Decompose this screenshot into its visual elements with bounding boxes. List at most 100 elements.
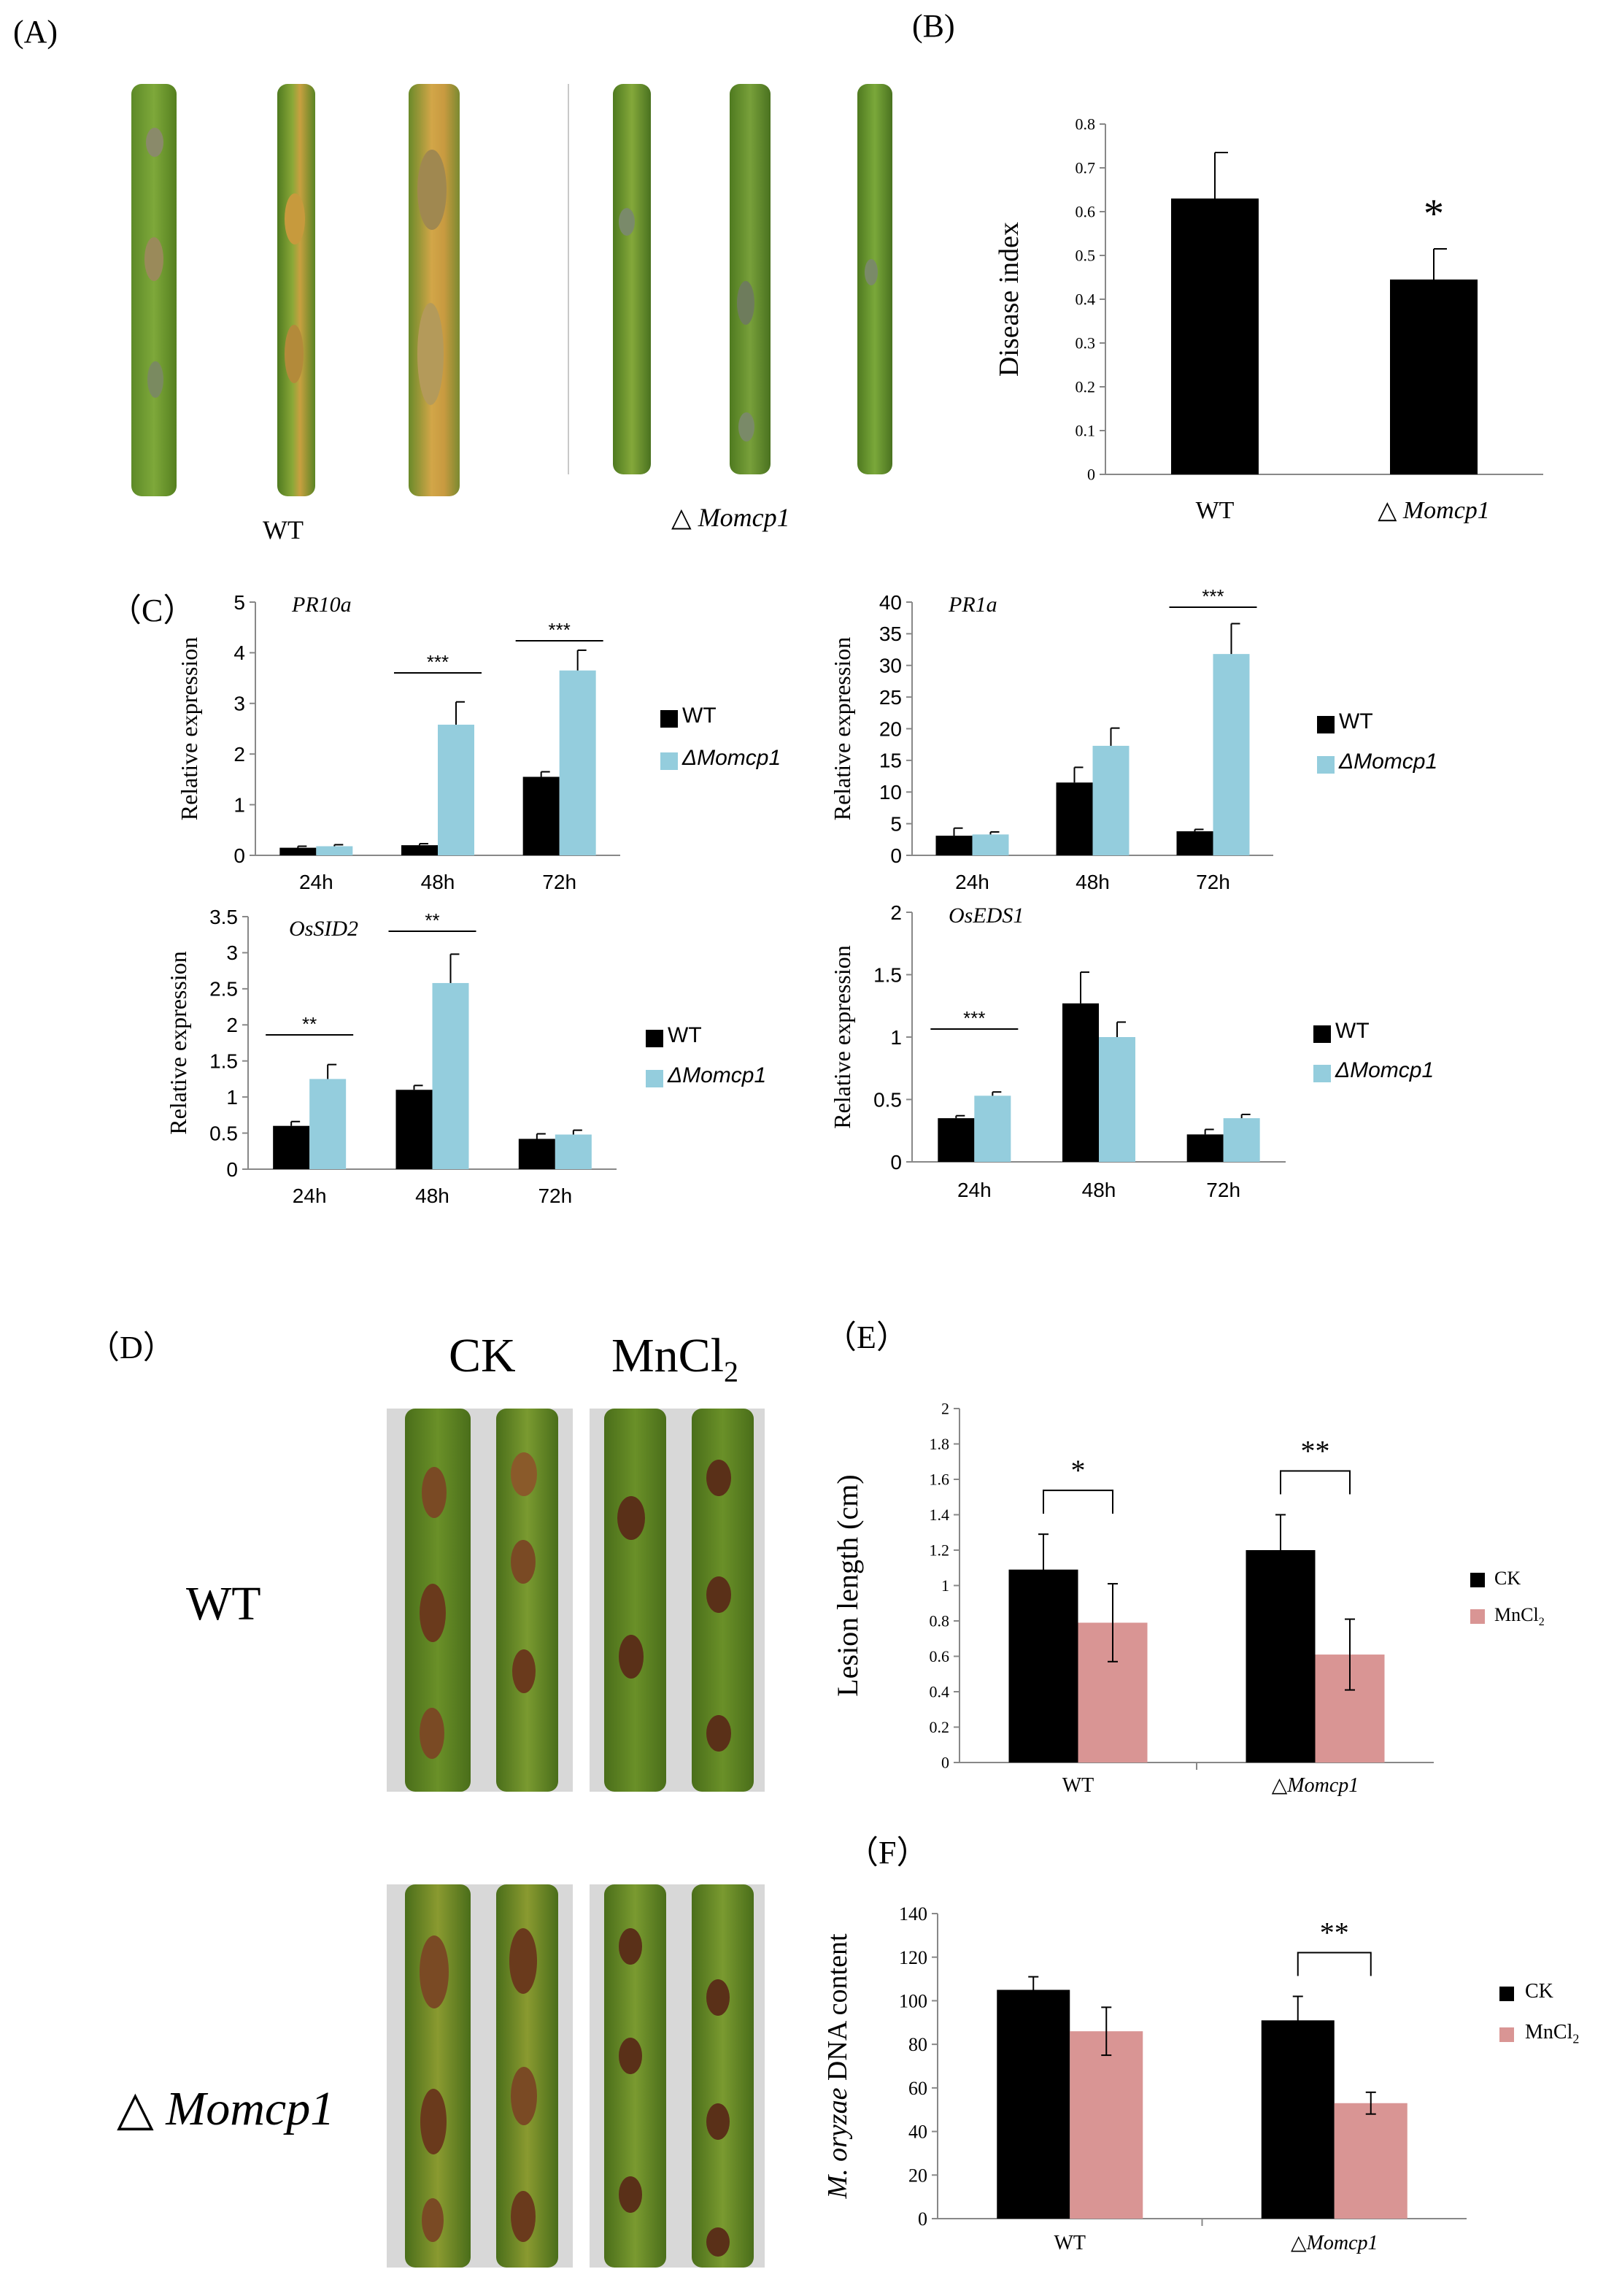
chart-e-category-label: △Momcp1 [1272, 1774, 1359, 1797]
chart-c4-category-label: 72h [1206, 1179, 1240, 1201]
chart-c4-bar [1062, 1003, 1099, 1162]
panel-label-c: （C） [109, 593, 196, 628]
chart-c2-y-tick-label: 0 [890, 844, 902, 867]
chart-c2-significance: *** [1202, 585, 1224, 607]
chart-e-y-tick-label: 0.2 [930, 1718, 950, 1736]
mncl-text: MnCl [1525, 2021, 1573, 2043]
panel-a-photo-wt [102, 84, 511, 496]
legend-c1-mut-label: ΔMomcp1 [682, 746, 781, 770]
chart-c2-bar [972, 834, 1009, 855]
panel-d-row-wt: WT [186, 1577, 261, 1630]
legend-c3-mut-label: ΔMomcp1 [668, 1063, 767, 1087]
chart-c3-category-label: 72h [538, 1184, 572, 1207]
chart-c4-bar [974, 1095, 1011, 1162]
chart-b-category-label: △ Momcp1 [1378, 497, 1490, 524]
legend-e-ck-swatch [1470, 1573, 1485, 1587]
chart-f-y-tick-label: 20 [908, 2165, 927, 2186]
chart-c1-y-tick-label: 2 [233, 743, 245, 766]
chart-c2-y-tick-label: 40 [879, 591, 902, 614]
chart-c2-y-tick-label: 20 [879, 717, 902, 740]
chart-f-bar [1334, 2103, 1408, 2219]
chart-c1-bar [559, 670, 596, 855]
chart-c3-y-tick-label: 3.5 [209, 906, 238, 928]
chart-c2-bar [1176, 831, 1213, 855]
mncl-text: MnCl [1494, 1604, 1539, 1625]
chart-c4-category-label: 24h [957, 1179, 992, 1201]
chart-c2-y-tick-label: 15 [879, 750, 902, 772]
panel-d-photo-mutant-mncl2 [590, 1884, 765, 2268]
chart-c3-bar [518, 1139, 555, 1169]
panel-a-label-wt: WT [263, 515, 304, 544]
legend-c2-mut-swatch [1317, 756, 1335, 774]
chart-f-bar [997, 1989, 1070, 2219]
chart-c3-y-tick-label: 1.5 [209, 1050, 238, 1073]
chart-f-y-axis-label: M. oryzae DNA content [822, 1933, 853, 2199]
chart-c3-significance: ** [302, 1013, 317, 1035]
legend-f-ck-label: CK [1525, 1980, 1553, 2003]
chart-c4-y-axis-label: Relative expression [829, 945, 855, 1128]
chart-c1-category-label: 24h [299, 871, 333, 893]
mncl-subscript: 2 [1572, 2031, 1580, 2046]
chart-b-y-axis-label: Disease index [994, 222, 1024, 377]
chart-c2-y-tick-label: 30 [879, 655, 902, 677]
chart-c4-y-tick-label: 0 [890, 1151, 902, 1174]
chart-c1-y-tick-label: 5 [233, 591, 245, 614]
chart-c2-y-tick-label: 25 [879, 686, 902, 709]
chart-c4-y-tick-label: 2 [890, 901, 902, 924]
chart-c4-bar [1186, 1134, 1224, 1162]
chart-b-bar [1171, 199, 1259, 474]
chart-e-y-tick-label: 0.8 [930, 1612, 950, 1630]
chart-c3-significance: ** [425, 909, 439, 931]
chart-c3-y-tick-label: 0.5 [209, 1122, 238, 1144]
mutant-name: Momcp1 [166, 2082, 335, 2135]
chart-f-y-tick-label: 120 [899, 1947, 927, 1968]
chart-c2-bar [935, 836, 973, 855]
chart-e-significance-bracket [1280, 1470, 1351, 1495]
chart-f-significance-bracket [1297, 1952, 1372, 1976]
chart-c2-category-label: 24h [955, 871, 989, 893]
legend-c2-wt-label: WT [1339, 709, 1373, 733]
chart-f-category-label: WT [1054, 2232, 1086, 2254]
chart-c1-title: PR10a [291, 593, 352, 617]
legend-f-mn-swatch [1499, 2027, 1514, 2042]
delta-symbol: △ [117, 2082, 154, 2135]
chart-b-y-tick-label: 0.2 [1076, 378, 1096, 396]
chart-e-significance-bracket [1043, 1490, 1113, 1514]
mncl-subscript: 2 [724, 1355, 739, 1389]
panel-d-row-mutant: △ Momcp1 [117, 2080, 334, 2137]
chart-b-category-label: WT [1196, 497, 1235, 524]
chart-e-y-tick-label: 1.4 [930, 1506, 950, 1524]
chart-b-y-tick-label: 0.8 [1076, 115, 1096, 134]
chart-c3-bar [555, 1134, 592, 1169]
legend-c2-wt-swatch [1317, 716, 1335, 733]
legend-f-mn-label: MnCl2 [1525, 2021, 1579, 2047]
chart-f-y-tick-label: 0 [918, 2208, 927, 2230]
legend-c4-mut-swatch [1313, 1065, 1331, 1082]
chart-e-y-tick-label: 1.6 [930, 1471, 950, 1489]
legend-c1-wt-label: WT [682, 704, 717, 728]
panel-label-f: （F） [846, 1835, 929, 1871]
chart-f-y-tick-label: 40 [908, 2122, 927, 2143]
chart-c2-category-label: 48h [1076, 871, 1110, 893]
chart-f-category-label: △Momcp1 [1291, 2232, 1378, 2254]
chart-c1-category-label: 72h [542, 871, 576, 893]
chart-c2-category-label: 72h [1196, 871, 1230, 893]
mncl-subscript: 2 [1538, 1616, 1545, 1629]
delta-symbol: △ [671, 503, 692, 532]
chart-c1-significance: *** [427, 651, 449, 673]
chart-c4-title: OsEDS1 [949, 904, 1024, 928]
chart-c4-y-tick-label: 1.5 [873, 963, 902, 986]
panel-a-photo-mutant [576, 84, 919, 474]
chart-b-y-tick-label: 0.6 [1076, 203, 1096, 221]
panel-d-photo-wt-ck [387, 1409, 573, 1792]
legend-c4-wt-label: WT [1335, 1019, 1370, 1043]
legend-e-mn-label: MnCl2 [1494, 1604, 1545, 1629]
chart-b-significance: * [1424, 191, 1444, 236]
panel-a-divider [568, 84, 569, 474]
chart-b-y-tick-label: 0.1 [1076, 422, 1096, 440]
chart-e-significance: ** [1301, 1435, 1330, 1468]
chart-f-y-tick-label: 100 [899, 1991, 927, 2012]
chart-e-y-tick-label: 1.2 [930, 1541, 950, 1560]
chart-c1-y-tick-label: 4 [233, 642, 245, 664]
